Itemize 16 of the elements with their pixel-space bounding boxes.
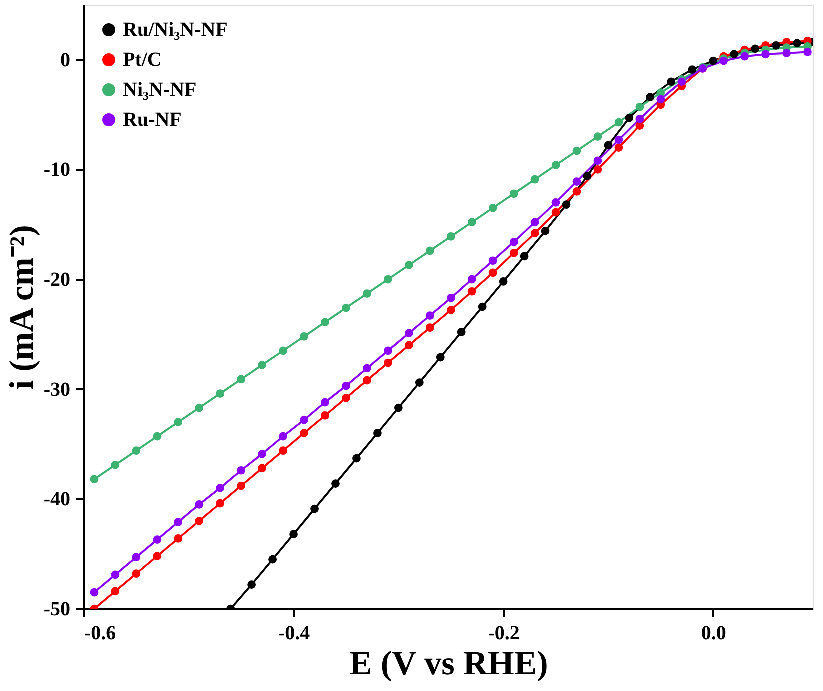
y-tick-label: -30 bbox=[44, 378, 70, 401]
y-axis-title: i (mA cm⁻²) bbox=[4, 225, 41, 390]
x-tick-label: -0.6 bbox=[84, 622, 116, 644]
x-axis-title: E (V vs RHE) bbox=[350, 646, 548, 682]
y-tick-label: -10 bbox=[44, 159, 70, 182]
y-tick-label: 0 bbox=[60, 49, 70, 72]
y-tick-label: -20 bbox=[44, 269, 70, 292]
y-tick-label: -50 bbox=[44, 598, 70, 620]
legend-label: Ru/Ni₃N-NF bbox=[123, 19, 228, 41]
x-tick-label: -0.2 bbox=[488, 622, 520, 644]
x-tick-label: 0.0 bbox=[701, 622, 726, 644]
x-tick-label: -0.4 bbox=[278, 622, 310, 644]
y-tick-label: -40 bbox=[44, 488, 70, 511]
legend-label: Ni₃N-NF bbox=[123, 79, 197, 101]
legend-label: Pt/C bbox=[123, 49, 162, 71]
legend-label: Ru-NF bbox=[123, 109, 182, 131]
